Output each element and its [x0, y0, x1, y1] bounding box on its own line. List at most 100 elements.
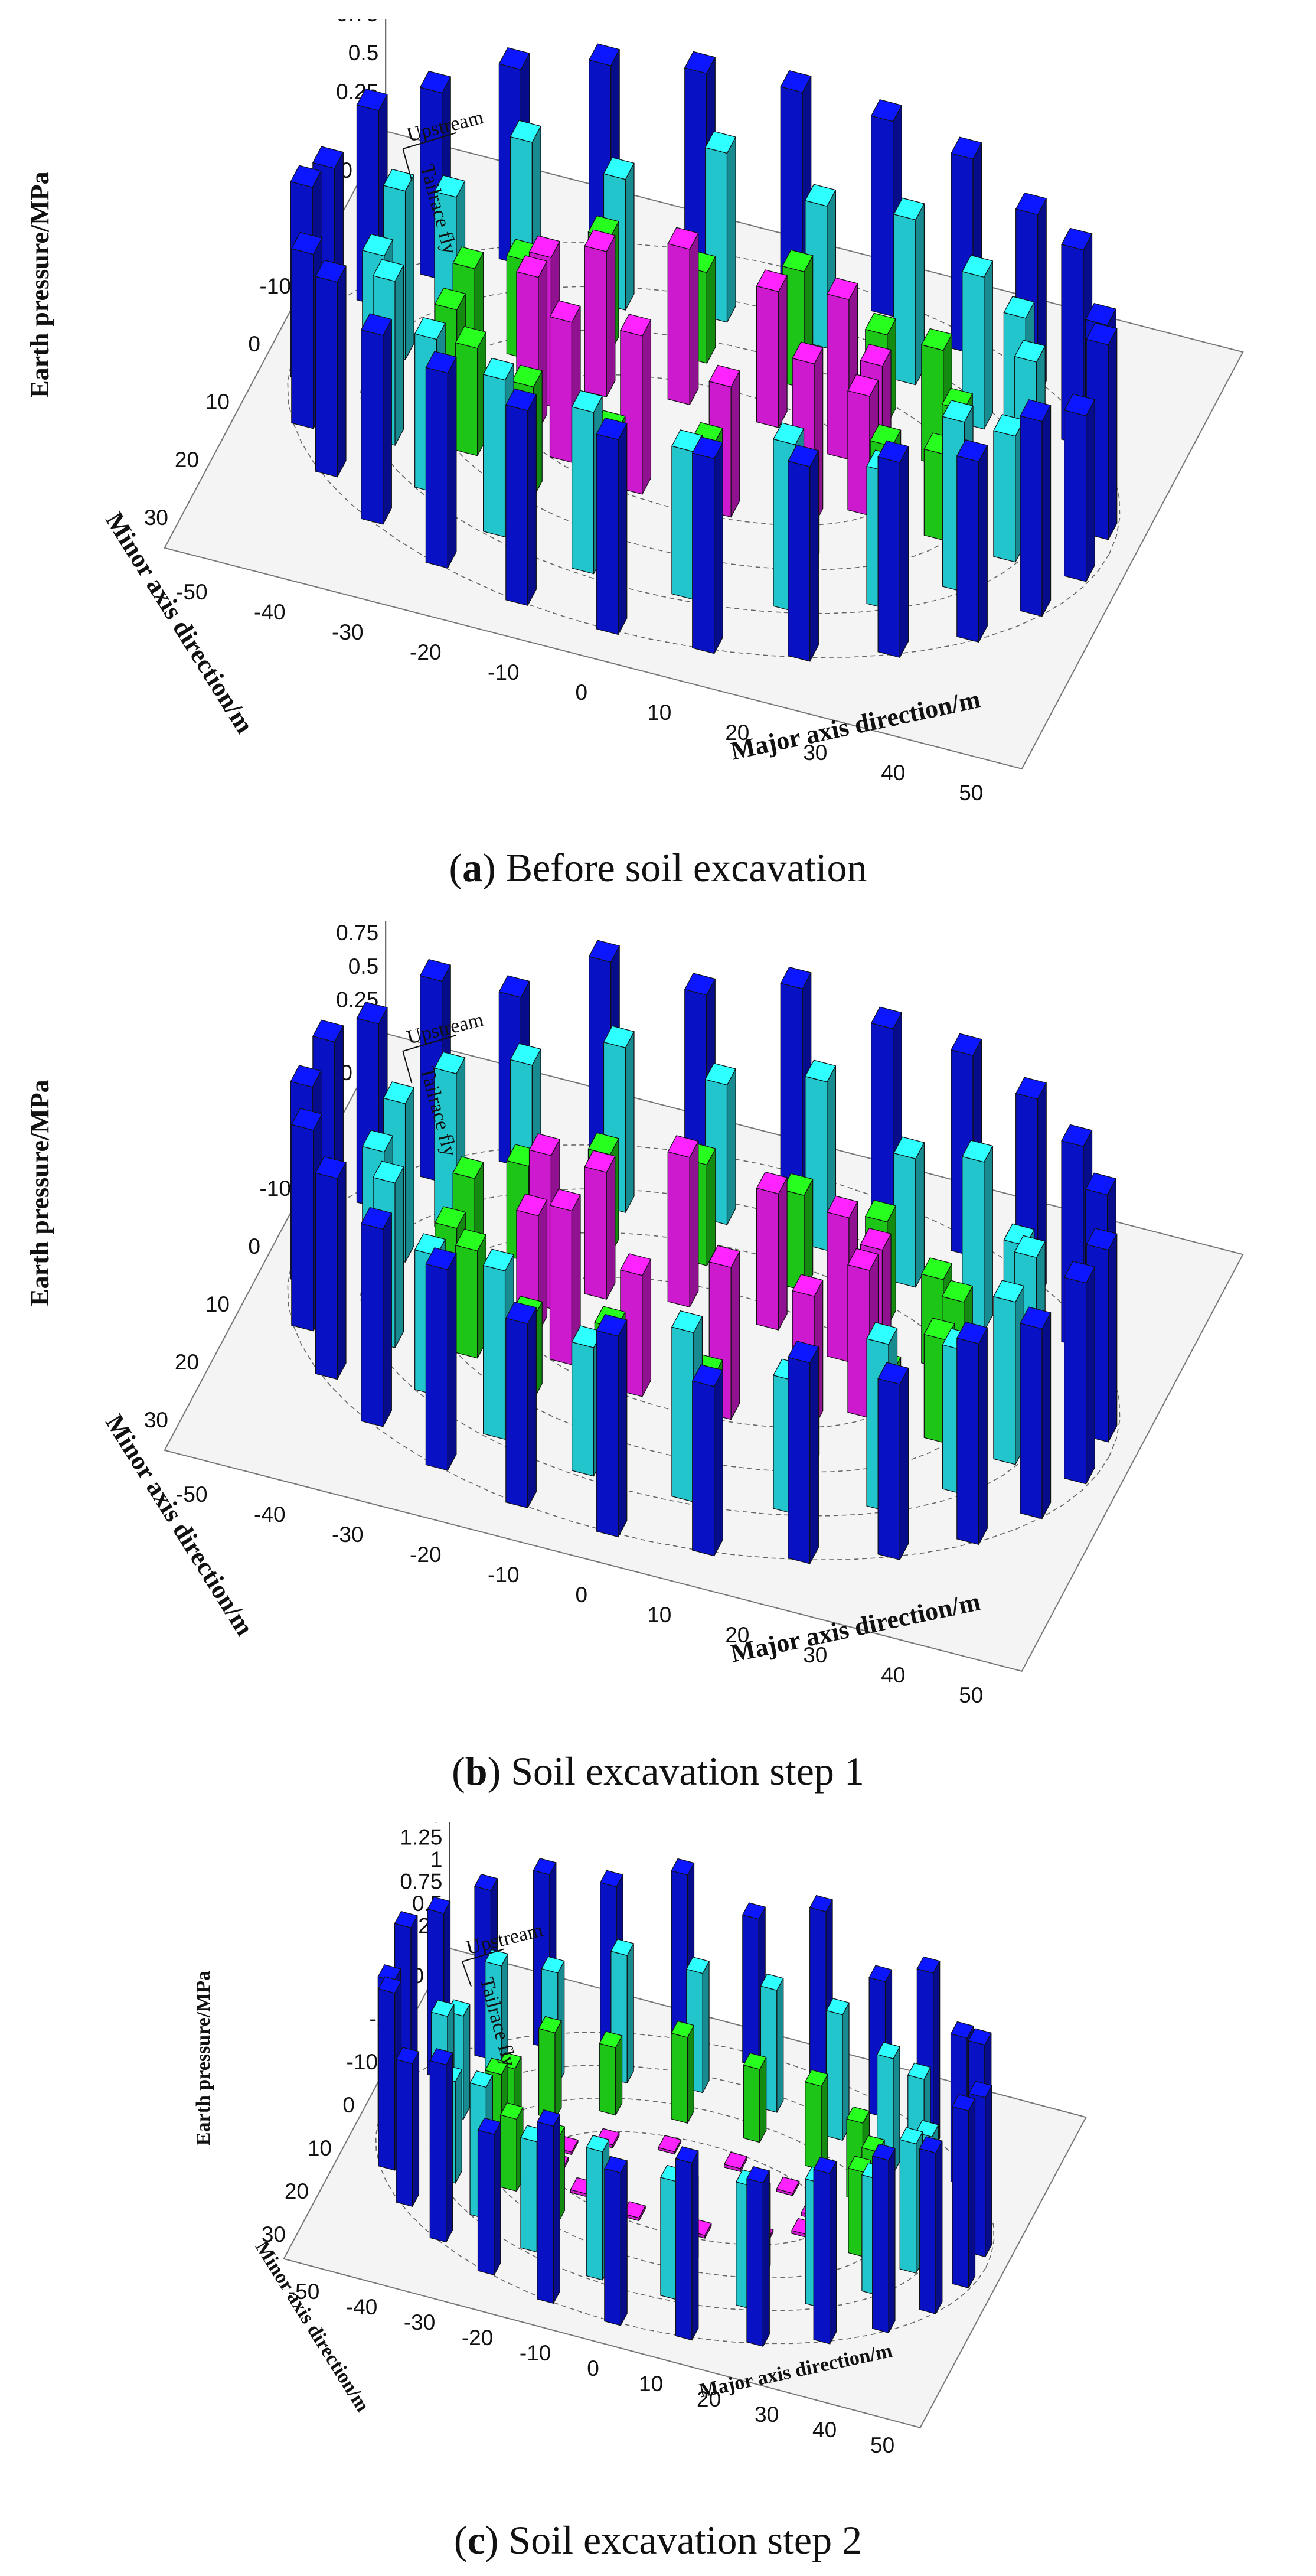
bar-perimeter — [877, 1362, 909, 1561]
bar-perimeter — [425, 1247, 457, 1471]
bar-inner — [776, 2176, 800, 2196]
x-tick-label: -40 — [254, 600, 285, 624]
x-tick-label: 10 — [647, 700, 671, 725]
ring-outline — [543, 2131, 827, 2245]
bar-perimeter — [671, 1858, 695, 2053]
z-tick-label: 0.5 — [348, 954, 378, 979]
bar-middle — [455, 1228, 487, 1359]
upstream-arrow — [403, 132, 456, 149]
chart-panel-b: 00.250.50.7511.251.5-50-40-30-20-1001020… — [19, 921, 1300, 1730]
x-tick-label: 40 — [812, 2418, 837, 2442]
bar-perimeter — [952, 2094, 976, 2289]
bar-perimeter — [787, 444, 819, 662]
x-tick-label: -50 — [288, 2280, 319, 2304]
bar-middle — [804, 2069, 828, 2170]
bar-inner — [756, 269, 788, 428]
bar-perimeter — [1020, 1306, 1052, 1519]
y-tick-label: 20 — [175, 1350, 199, 1374]
bar-middle — [743, 2052, 767, 2143]
x-tick-label: 50 — [959, 1683, 983, 1707]
z-tick-label: 0.75 — [400, 1870, 442, 1894]
y-tick-label: 30 — [144, 1408, 168, 1432]
flow-arrow — [462, 1961, 472, 1987]
x-tick-label: 0 — [576, 680, 588, 705]
bar-inner — [667, 227, 699, 406]
bar-perimeter — [691, 1364, 724, 1557]
bar-perimeter — [477, 2117, 501, 2276]
x-tick-label: 0 — [587, 2356, 599, 2381]
bar-outer — [961, 1140, 994, 1332]
bar-perimeter — [603, 2156, 628, 2326]
bar-middle — [538, 2016, 562, 2120]
x-tick-label: 40 — [881, 1663, 905, 1687]
caption-c: (c) Soil excavation step 2 — [453, 2518, 863, 2562]
bar-perimeter — [813, 2157, 837, 2345]
bar-outer — [893, 1136, 925, 1288]
bar-perimeter — [396, 2047, 420, 2207]
bar-perimeter — [691, 436, 724, 654]
bar-perimeter — [429, 2048, 453, 2243]
caption-b: (b) Soil excavation step 1 — [452, 1749, 864, 1794]
x-tick-label: -50 — [176, 580, 207, 604]
x-tick-label: 30 — [803, 1643, 827, 1667]
x-tick-label: 40 — [881, 761, 905, 785]
x-tick-label: 50 — [870, 2433, 894, 2457]
bar-perimeter — [505, 1301, 537, 1509]
bar-outer — [961, 255, 994, 430]
x-tick-label: 20 — [697, 2387, 721, 2411]
bar-perimeter — [537, 2109, 561, 2304]
z-axis-label: Earth pressure/MPa — [192, 1971, 214, 2145]
bar-middle — [599, 2031, 623, 2116]
bar-inner — [584, 1150, 616, 1300]
bar-perimeter — [596, 417, 628, 635]
z-axis-label: Earth pressure/MPa — [25, 1080, 54, 1306]
bar-perimeter — [877, 440, 909, 658]
y-tick-label: -10 — [260, 1176, 291, 1201]
y-tick-label: 30 — [144, 506, 168, 530]
bar-inner — [620, 314, 652, 495]
bar-perimeter — [315, 259, 347, 478]
z-tick-label: 1.25 — [400, 1825, 442, 1850]
chart-panel-a: 00.250.50.7511.25-50-40-30-20-1001020304… — [19, 19, 1300, 828]
bar-perimeter — [871, 2143, 896, 2334]
bar-middle — [671, 2020, 695, 2124]
bar-outer — [893, 197, 925, 386]
bar-perimeter — [787, 1341, 819, 1564]
z-tick-label: 1.5 — [412, 1822, 442, 1827]
bar-outer — [992, 414, 1025, 563]
y-tick-label: 20 — [285, 2179, 309, 2203]
x-tick-label: -20 — [410, 1543, 441, 1567]
bar-inner — [658, 2135, 682, 2155]
bar-perimeter — [360, 1207, 393, 1427]
x-tick-label: -40 — [346, 2295, 377, 2319]
x-tick-label: -20 — [410, 640, 441, 664]
x-tick-label: -10 — [488, 660, 519, 684]
y-tick-label: -10 — [260, 274, 291, 298]
y-tick-label: 10 — [205, 390, 230, 414]
upstream-arrow — [403, 1035, 456, 1052]
upstream-arrow — [462, 1948, 504, 1962]
flow-arrow — [402, 148, 413, 181]
bar-perimeter — [1063, 1261, 1096, 1485]
x-tick-label: -30 — [332, 620, 363, 644]
bar-inner — [667, 1135, 699, 1308]
x-tick-label: 0 — [576, 1583, 588, 1607]
x-tick-label: -10 — [520, 2341, 551, 2365]
bar-perimeter — [956, 1321, 988, 1545]
y-tick-label: 0 — [248, 1234, 260, 1258]
z-tick-label: 1 — [430, 1847, 443, 1871]
chart-b-svg: 00.250.50.7511.251.5-50-40-30-20-1001020… — [25, 921, 1244, 1707]
caption-a: (a) Before soil excavation — [449, 845, 867, 890]
bar-outer — [992, 1280, 1025, 1465]
z-axis-label: Earth pressure/MPa — [25, 171, 54, 397]
y-tick-label: 10 — [205, 1292, 230, 1316]
y-tick-label: 20 — [175, 448, 199, 472]
bar-perimeter — [425, 351, 457, 569]
bar-middle — [499, 2102, 524, 2192]
x-tick-label: -30 — [332, 1522, 363, 1547]
bar-inner — [723, 2151, 748, 2173]
y-tick-label: -10 — [347, 2050, 378, 2074]
chart-c-svg: 00.250.50.7511.251.51.752-50-40-30-20-10… — [192, 1822, 1087, 2457]
bar-inner — [756, 1171, 788, 1331]
bar-perimeter — [746, 2166, 770, 2347]
